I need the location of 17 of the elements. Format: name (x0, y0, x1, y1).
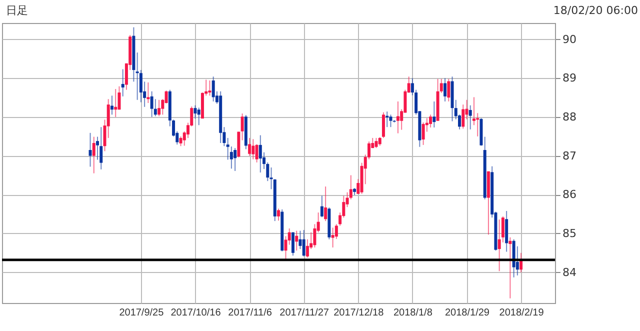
y-tick-label: 88 (562, 110, 576, 124)
y-tick-label: 86 (562, 188, 576, 202)
x-tick-label: 2018/2/19 (499, 308, 544, 318)
y-tick-label: 89 (562, 72, 576, 85)
text: 18/02/20 06:00 (553, 4, 638, 17)
x-tick-label: 2017/11/27 (280, 308, 330, 318)
y-tick-label: 85 (562, 226, 576, 240)
x-tick-label: 2017/9/25 (119, 308, 164, 318)
y-tick-label: 90 (562, 32, 576, 46)
x-tick-label: 2017/11/6 (228, 308, 272, 318)
text: 日足 (6, 4, 28, 17)
x-tick-label: 2017/12/18 (334, 308, 384, 318)
x-tick-label: 2017/10/16 (170, 308, 222, 318)
y-tick-label: 87 (562, 149, 576, 162)
x-tick-label: 2018/1/29 (444, 308, 490, 318)
x-tick-label: 2018/1/8 (393, 308, 433, 318)
y-tick-label: 84 (562, 266, 576, 279)
